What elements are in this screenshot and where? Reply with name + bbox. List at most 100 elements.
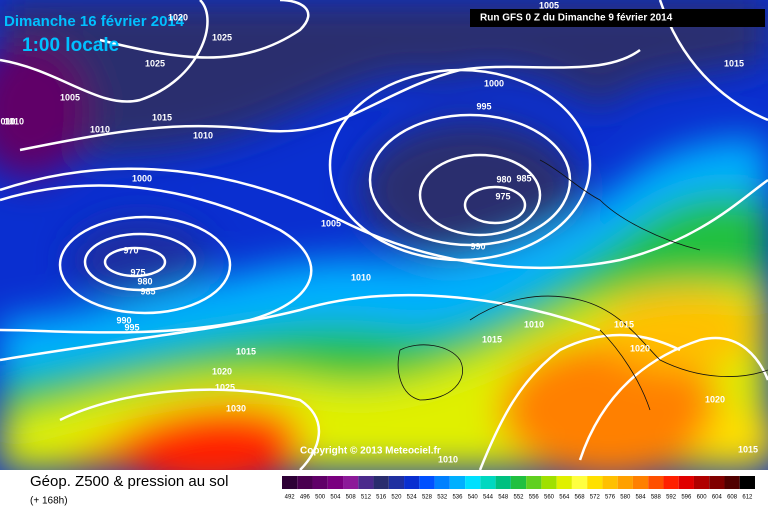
legend-swatch [495, 476, 511, 489]
isobar-label: 1010 [4, 116, 24, 126]
isobar-label: 1025 [145, 58, 165, 68]
legend-label: 520 [391, 495, 402, 501]
isobar-label: 975 [495, 191, 510, 201]
legend-label: 596 [681, 495, 692, 501]
legend-swatch [632, 476, 649, 489]
isobar-label: 975 [130, 267, 145, 277]
legend-label: 544 [483, 495, 494, 501]
legend-label: 500 [315, 495, 326, 501]
isobar-label: 1025 [215, 382, 235, 392]
isobar-label: 1000 [132, 173, 152, 183]
legend-label: 504 [330, 495, 341, 501]
legend-swatch [327, 476, 344, 489]
isobar-label: 980 [137, 276, 152, 286]
isobar-label: 1010 [90, 124, 110, 134]
isobar-label: 1005 [321, 218, 341, 228]
isobar-label: 985 [516, 173, 531, 183]
legend-label: 576 [605, 495, 616, 501]
coastlines [397, 159, 768, 411]
legend-swatch [663, 476, 679, 489]
legend-label: 612 [742, 495, 753, 501]
local-time: 1:00 locale [22, 35, 119, 56]
legend-swatch [434, 476, 450, 489]
legend-label: 572 [590, 495, 601, 501]
legend-swatch [556, 476, 572, 489]
legend-label: 524 [407, 495, 418, 501]
legend-label: 552 [513, 495, 524, 501]
legend-swatch [587, 476, 603, 489]
isobar-label: 1000 [484, 78, 504, 88]
isobar-label: 980 [496, 174, 511, 184]
footer-title: Géop. Z500 & pression au sol [30, 473, 228, 490]
legend-label: 540 [468, 495, 479, 501]
isobar-label: 1015 [738, 444, 758, 454]
run-info: Run GFS 0 Z du Dimanche 9 février 2014 [480, 13, 673, 24]
isobar-label: 1010 [524, 319, 544, 329]
legend-label: 600 [697, 495, 708, 501]
forecast-date: Dimanche 16 février 2014 [4, 13, 185, 30]
legend-swatch [617, 476, 633, 489]
legend-swatch [465, 476, 481, 489]
isobar-label: 1015 [724, 58, 744, 68]
legend-swatch [571, 476, 588, 489]
legend-label: 548 [498, 495, 509, 501]
isobar-label: 1020 [705, 394, 725, 404]
isobar-label: 010 [0, 116, 15, 126]
legend-swatch [449, 476, 466, 489]
legend-swatch [709, 476, 725, 489]
legend-swatch [648, 476, 664, 489]
legend-label: 592 [666, 495, 677, 501]
copyright: Copyright © 2013 Meteociel.fr [300, 446, 441, 457]
legend-swatch [480, 476, 496, 489]
legend-label: 516 [376, 495, 387, 501]
legend-label: 556 [529, 495, 540, 501]
legend-swatch [602, 476, 618, 489]
legend-swatch [388, 476, 405, 489]
legend-label: 560 [544, 495, 555, 501]
legend-label: 528 [422, 495, 433, 501]
legend-swatch [739, 476, 755, 489]
isobar-label: 1015 [482, 334, 502, 344]
legend-swatch [541, 476, 557, 489]
isobar-label: 1020 [168, 12, 188, 22]
isobar-label: 995 [124, 322, 139, 332]
isobar-label: 1020 [630, 343, 650, 353]
legend-swatch [358, 476, 374, 489]
isobar-label: 1015 [236, 346, 256, 356]
run-box [470, 9, 765, 27]
isobar-label: 1025 [212, 32, 232, 42]
legend-label: 588 [651, 495, 662, 501]
legend-swatch [724, 476, 740, 489]
isobar-label: 1015 [152, 112, 172, 122]
isobars [0, 0, 768, 470]
legend-swatch [373, 476, 389, 489]
legend-label: 536 [452, 495, 463, 501]
legend-swatch [312, 476, 328, 489]
legend-swatch [343, 476, 359, 489]
isobar-label: 1005 [60, 92, 80, 102]
legend-label: 564 [559, 495, 570, 501]
legend-swatch [693, 476, 710, 489]
legend-label: 512 [361, 495, 372, 501]
isobar-label: 1010 [193, 130, 213, 140]
legend-label: 492 [285, 495, 296, 501]
isobar-label: 1015 [614, 319, 634, 329]
isobar-label: 1010 [438, 454, 458, 464]
legend-label: 496 [300, 495, 311, 501]
legend-swatch [678, 476, 694, 489]
legend-label: 604 [712, 495, 723, 501]
legend-label: 508 [346, 495, 357, 501]
footer-lead: (+ 168h) [30, 496, 68, 507]
isobar-label: 995 [476, 101, 491, 111]
legend-label: 532 [437, 495, 448, 501]
legend-swatch [282, 476, 298, 489]
isobar-label: 990 [470, 241, 485, 251]
legend-label: 584 [636, 495, 647, 501]
legend-label: 580 [620, 495, 631, 501]
map-field [0, 0, 768, 470]
legend-swatch [419, 476, 435, 489]
isobar-label: 1005 [539, 0, 559, 10]
legend-swatch [297, 476, 313, 489]
legend-swatch [404, 476, 420, 489]
